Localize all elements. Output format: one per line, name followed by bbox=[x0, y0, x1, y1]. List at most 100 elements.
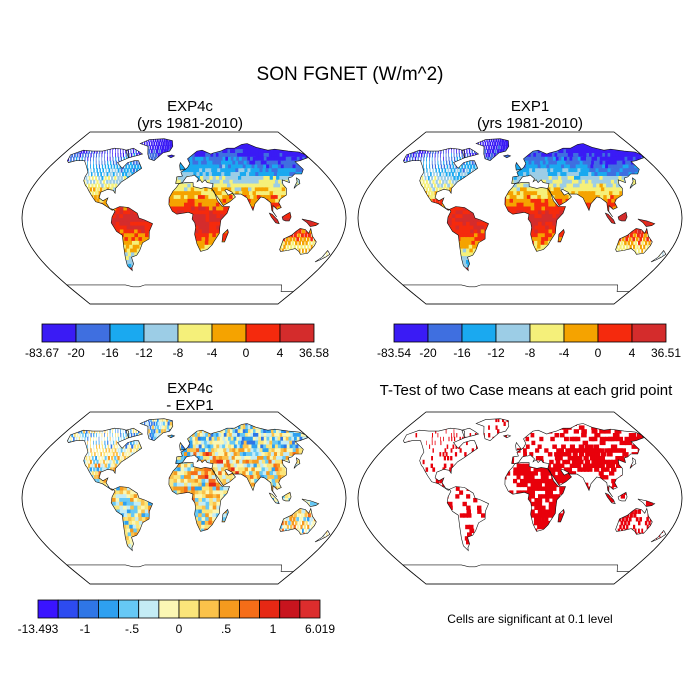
grid-cell bbox=[122, 218, 128, 223]
grid-cell bbox=[547, 168, 552, 173]
grid-cell bbox=[205, 168, 210, 173]
grid-cell bbox=[206, 176, 211, 181]
grid-cell bbox=[210, 164, 215, 169]
grid-cell bbox=[300, 233, 304, 238]
grid-cell bbox=[192, 153, 196, 158]
grid-cell bbox=[560, 172, 566, 177]
grid-cell bbox=[530, 202, 535, 208]
grid-cell bbox=[267, 172, 274, 177]
grid-cell bbox=[90, 153, 92, 158]
grid-cell bbox=[254, 198, 259, 204]
grid-cell bbox=[423, 153, 425, 158]
grid-cell bbox=[134, 229, 139, 234]
grid-cell bbox=[523, 187, 528, 192]
grid-cell bbox=[196, 176, 201, 181]
grid-cell bbox=[426, 153, 428, 158]
grid-cell bbox=[76, 153, 79, 158]
grid-cell bbox=[575, 179, 581, 185]
grid-cell bbox=[208, 191, 213, 196]
grid-cell bbox=[607, 168, 614, 173]
grid-cell bbox=[148, 149, 151, 154]
grid-cell bbox=[471, 168, 475, 173]
grid-cell bbox=[271, 168, 278, 173]
grid-cell bbox=[455, 164, 458, 169]
grid-cell bbox=[605, 206, 611, 211]
grid-cell bbox=[115, 221, 121, 227]
grid-cell bbox=[241, 168, 247, 173]
grid-cell bbox=[280, 183, 286, 188]
grid-cell bbox=[581, 179, 587, 185]
grid-cell bbox=[107, 156, 108, 162]
grid-cell bbox=[613, 195, 619, 200]
grid-cell bbox=[224, 149, 230, 154]
grid-cell bbox=[173, 202, 178, 208]
grid-cell bbox=[190, 191, 195, 196]
grid-cell bbox=[103, 187, 106, 192]
grid-cell bbox=[448, 172, 451, 177]
grid-cell bbox=[520, 206, 525, 211]
grid-cell bbox=[299, 237, 303, 242]
grid-cell bbox=[545, 160, 550, 166]
grid-cell bbox=[95, 156, 97, 162]
grid-cell bbox=[201, 164, 206, 169]
grid-cell bbox=[87, 168, 89, 173]
grid-cell bbox=[82, 153, 84, 158]
grid-cell bbox=[455, 206, 460, 211]
grid-cell bbox=[257, 164, 264, 169]
grid-cell bbox=[194, 225, 199, 230]
grid-cell bbox=[429, 179, 432, 185]
grid-cell bbox=[543, 187, 548, 192]
grid-cell bbox=[575, 156, 581, 162]
grid-cell bbox=[494, 141, 496, 146]
grid-cell bbox=[509, 191, 514, 196]
grid-cell bbox=[166, 145, 170, 150]
grid-cell bbox=[448, 156, 450, 162]
grid-cell bbox=[603, 195, 609, 200]
grid-cell bbox=[509, 195, 514, 200]
grid-cell bbox=[120, 176, 123, 181]
grid-cell bbox=[554, 172, 559, 177]
grid-cell bbox=[409, 156, 411, 162]
grid-cell bbox=[300, 244, 303, 250]
grid-cell bbox=[448, 149, 449, 154]
grid-cell bbox=[516, 202, 521, 208]
grid-cell bbox=[93, 179, 96, 185]
grid-cell bbox=[114, 176, 117, 181]
grid-cell bbox=[114, 168, 117, 173]
grid-cell bbox=[452, 206, 456, 211]
grid-cell bbox=[565, 153, 571, 158]
grid-cell bbox=[211, 172, 217, 177]
grid-cell bbox=[210, 179, 215, 185]
grid-cell bbox=[230, 164, 236, 169]
grid-cell bbox=[448, 179, 452, 185]
grid-cell bbox=[160, 141, 163, 146]
grid-cell bbox=[461, 164, 464, 169]
grid-cell bbox=[107, 183, 111, 188]
grid-cell bbox=[443, 156, 444, 162]
grid-cell bbox=[198, 229, 203, 234]
grid-cell bbox=[298, 248, 301, 253]
grid-cell bbox=[484, 141, 487, 146]
grid-cell bbox=[520, 183, 524, 188]
grid-cell bbox=[112, 214, 117, 219]
grid-cell bbox=[471, 149, 473, 154]
grid-cell bbox=[489, 156, 493, 162]
grid-cell bbox=[223, 183, 229, 188]
panel-title-line1: EXP4c bbox=[167, 98, 213, 115]
grid-cell bbox=[194, 191, 199, 196]
colorbar-box bbox=[177, 323, 213, 343]
grid-cell bbox=[516, 187, 521, 192]
grid-cell bbox=[217, 187, 223, 192]
grid-cell bbox=[205, 221, 210, 227]
grid-cell bbox=[197, 244, 202, 250]
colorbar-label: -16 bbox=[101, 346, 119, 360]
grid-cell bbox=[543, 153, 549, 158]
grid-cell bbox=[101, 156, 103, 162]
grid-cell bbox=[73, 156, 75, 162]
grid-cell bbox=[537, 206, 543, 211]
grid-cell bbox=[234, 187, 240, 192]
grid-cell bbox=[584, 164, 590, 169]
grid-cell bbox=[445, 153, 447, 158]
grid-cell bbox=[214, 191, 220, 196]
grid-cell bbox=[207, 153, 213, 158]
